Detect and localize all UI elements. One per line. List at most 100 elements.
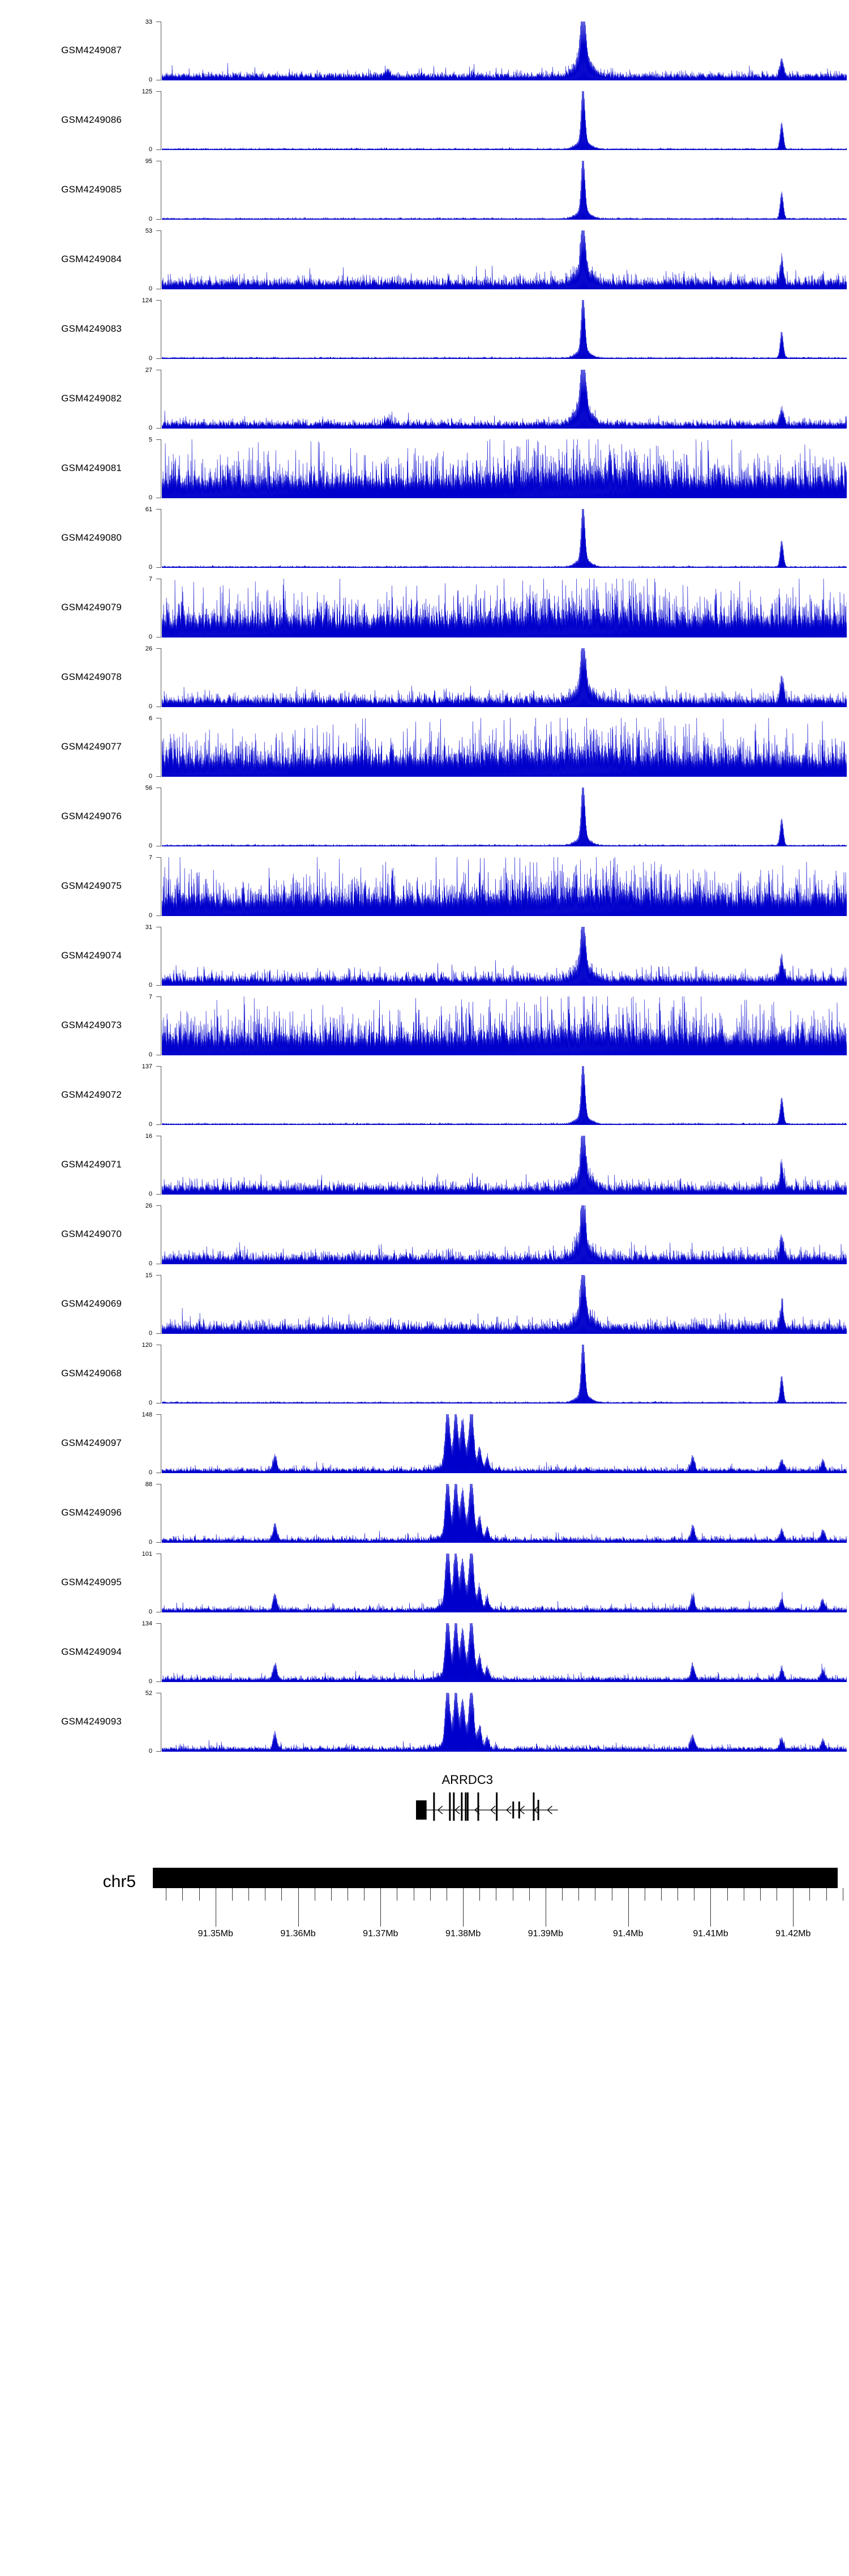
signal-track[interactable]: GSM4249080 61 0 (0, 507, 849, 571)
track-baseline (162, 358, 847, 359)
axis-tick-min (156, 915, 161, 916)
signal-track[interactable]: GSM4249094 134 0 (0, 1621, 849, 1685)
gene-exon[interactable] (453, 1792, 455, 1821)
track-baseline (162, 915, 847, 916)
track-signal-plot[interactable] (162, 579, 847, 637)
gene-exon[interactable] (537, 1800, 539, 1820)
track-signal-plot[interactable] (162, 1484, 847, 1543)
track-signal-plot[interactable] (162, 857, 847, 916)
track-signal-plot[interactable] (162, 1275, 847, 1334)
signal-track[interactable]: GSM4249074 31 0 (0, 925, 849, 989)
track-baseline (162, 567, 847, 568)
track-signal-plot[interactable] (162, 370, 847, 429)
track-signal-plot[interactable] (162, 22, 847, 80)
axis-max-value: 52 (145, 1690, 152, 1697)
gene-exon[interactable] (433, 1792, 435, 1821)
track-signal-plot[interactable] (162, 509, 847, 568)
gene-exon[interactable] (512, 1802, 514, 1818)
track-label-gsm4249075: GSM4249075 (61, 880, 122, 891)
signal-track[interactable]: GSM4249081 5 0 (0, 437, 849, 501)
axis-min-value: 0 (148, 146, 152, 153)
track-label-gsm4249083: GSM4249083 (61, 323, 122, 334)
signal-track[interactable]: GSM4249097 148 0 (0, 1412, 849, 1476)
track-signal-plot[interactable] (162, 300, 847, 359)
track-label-gsm4249082: GSM4249082 (61, 393, 122, 404)
signal-track[interactable]: GSM4249093 52 0 (0, 1690, 849, 1755)
track-signal-plot[interactable] (162, 788, 847, 846)
gene-exon[interactable] (518, 1802, 520, 1818)
axis-max-value: 15 (145, 1272, 152, 1279)
axis-min-value: 0 (148, 76, 152, 83)
signal-track[interactable]: GSM4249075 7 0 (0, 855, 849, 919)
axis-min-value: 0 (148, 1539, 152, 1546)
axis-min-value: 0 (148, 1678, 152, 1685)
gene-exon[interactable] (496, 1792, 498, 1821)
axis-min-value: 0 (148, 1051, 152, 1058)
track-label-gsm4249087: GSM4249087 (61, 45, 122, 55)
axis-tick-min (156, 567, 161, 568)
track-signal-plot[interactable] (162, 648, 847, 707)
axis-tick-max (156, 230, 161, 231)
track-signal-plot[interactable] (162, 1623, 847, 1682)
gene-strand-arrow (454, 1805, 460, 1815)
axis-tick-max (156, 1205, 161, 1206)
signal-track[interactable]: GSM4249086 125 0 (0, 89, 849, 153)
axis-max-value: 6 (148, 715, 152, 722)
signal-track[interactable]: GSM4249071 16 0 (0, 1133, 849, 1197)
ruler-minor-tick (760, 1888, 761, 1901)
track-label-gsm4249077: GSM4249077 (61, 741, 122, 752)
track-signal-plot[interactable] (162, 996, 847, 1055)
gene-exon[interactable] (449, 1792, 451, 1821)
signal-track[interactable]: GSM4249073 7 0 (0, 994, 849, 1058)
chromosome-ideogram-bar[interactable] (153, 1868, 838, 1888)
axis-tick-min (156, 985, 161, 986)
gene-exon[interactable] (465, 1792, 467, 1821)
signal-track[interactable]: GSM4249069 15 0 (0, 1272, 849, 1337)
axis-max-value: 26 (145, 1203, 152, 1209)
signal-track[interactable]: GSM4249070 26 0 (0, 1203, 849, 1267)
axis-min-value: 0 (148, 355, 152, 362)
track-signal-plot[interactable] (162, 1693, 847, 1752)
chromosome-ruler: chr5 91.35Mb 91.36Mb 91.37Mb 91.38Mb 91.39Mb… (0, 1851, 849, 1958)
axis-min-value: 0 (148, 425, 152, 431)
track-y-axis: 52 0 (127, 1690, 161, 1755)
gene-exon[interactable] (477, 1792, 479, 1821)
track-label-gsm4249072: GSM4249072 (61, 1089, 122, 1100)
signal-track[interactable]: GSM4249076 56 0 (0, 785, 849, 849)
axis-tick-max (156, 996, 161, 997)
track-signal-plot[interactable] (162, 161, 847, 220)
signal-track[interactable]: GSM4249085 95 0 (0, 159, 849, 222)
ruler-major-tick (298, 1888, 299, 1927)
signal-track[interactable]: GSM4249078 26 0 (0, 646, 849, 710)
track-signal-plot[interactable] (162, 927, 847, 986)
gene-exon[interactable] (416, 1800, 427, 1820)
track-signal-plot[interactable] (162, 439, 847, 498)
track-signal-plot[interactable] (162, 1205, 847, 1264)
track-signal-plot[interactable] (162, 1345, 847, 1403)
gene-exon[interactable] (466, 1792, 469, 1821)
track-signal-plot[interactable] (162, 1136, 847, 1195)
track-signal-plot[interactable] (162, 1414, 847, 1473)
signal-track[interactable]: GSM4249072 137 0 (0, 1064, 849, 1128)
axis-tick-min (156, 428, 161, 429)
signal-track[interactable]: GSM4249087 33 0 (0, 19, 849, 83)
signal-track[interactable]: GSM4249077 6 0 (0, 715, 849, 780)
signal-track[interactable]: GSM4249084 53 0 (0, 228, 849, 292)
track-signal-plot[interactable] (162, 1066, 847, 1125)
signal-track[interactable]: GSM4249096 88 0 (0, 1482, 849, 1546)
signal-track[interactable]: GSM4249068 120 0 (0, 1342, 849, 1406)
track-signal-plot[interactable] (162, 230, 847, 289)
track-signal-plot[interactable] (162, 91, 847, 150)
axis-min-value: 0 (148, 703, 152, 710)
track-label-gsm4249073: GSM4249073 (61, 1020, 122, 1030)
signal-track[interactable]: GSM4249083 124 0 (0, 298, 849, 362)
signal-track[interactable]: GSM4249095 101 0 (0, 1551, 849, 1615)
gene-exon[interactable] (461, 1792, 463, 1821)
signal-track[interactable]: GSM4249079 7 0 (0, 576, 849, 640)
track-signal-plot[interactable] (162, 718, 847, 777)
track-y-axis: 101 0 (127, 1551, 161, 1615)
gene-exon[interactable] (533, 1792, 535, 1821)
gene-annotation-track[interactable]: ARRDC3 (0, 1766, 849, 1851)
signal-track[interactable]: GSM4249082 27 0 (0, 367, 849, 431)
track-signal-plot[interactable] (162, 1554, 847, 1612)
